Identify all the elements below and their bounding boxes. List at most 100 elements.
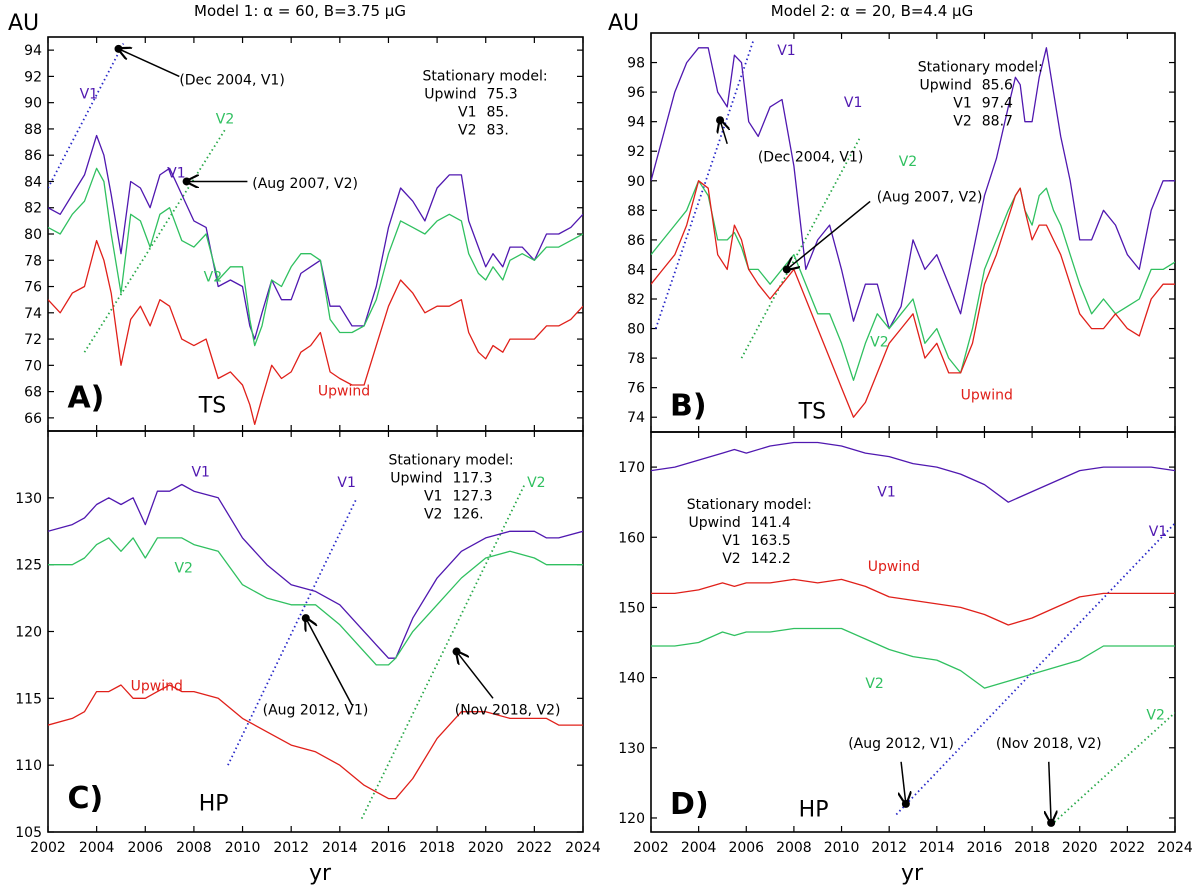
x-tick-label: 2004 — [681, 840, 717, 856]
y-tick-label: 78 — [24, 253, 42, 269]
y-tick-label: 92 — [24, 69, 42, 85]
stationary-row-name: V2 — [458, 122, 476, 138]
stationary-row-name: V1 — [458, 104, 476, 120]
series-line-v1 — [651, 441, 1175, 503]
x-tick-label: 2022 — [1110, 840, 1146, 856]
trajectory-line-v1 — [895, 522, 1175, 816]
stationary-title: Stationary model: — [918, 59, 1043, 75]
series-label-v2: V2 — [865, 676, 883, 692]
stationary-title: Stationary model: — [423, 68, 548, 84]
stationary-row-name: Upwind — [688, 515, 740, 531]
x-tick-label: 2020 — [1062, 840, 1098, 856]
stationary-row-name: Upwind — [920, 77, 972, 93]
trajectory-line-v1 — [227, 497, 358, 766]
x-tick-label: 2012 — [871, 840, 907, 856]
y-tick-label: 76 — [24, 280, 42, 296]
series-label-v1: V1 — [877, 485, 895, 501]
x-tick-label: 2016 — [967, 840, 1003, 856]
stationary-row-value: 117.3 — [452, 470, 492, 486]
marker-point — [301, 614, 310, 623]
y-tick-label: 115 — [15, 691, 42, 707]
series-label-v1: V1 — [777, 43, 795, 59]
stationary-row-value: 85.6 — [982, 77, 1013, 93]
y-tick-label: 120 — [618, 811, 645, 827]
stationary-row-value: 88.7 — [982, 113, 1013, 129]
marker-label: (Dec 2004, V1) — [179, 72, 284, 88]
y-tick-label: 72 — [24, 332, 42, 348]
stationary-row-value: 85. — [487, 104, 509, 120]
y-tick-label: 98 — [627, 56, 645, 72]
series-line-v2 — [48, 167, 583, 347]
stationary-row-value: 141.4 — [751, 515, 791, 531]
marker-point — [901, 799, 910, 808]
y-tick-label: 125 — [15, 558, 42, 574]
series-line-v1 — [48, 483, 583, 659]
stationary-model-box: Stationary model: Upwind 141.4 V1 163.5 V2 142… — [687, 497, 812, 567]
series-label-upwind: Upwind — [868, 559, 920, 575]
series-label-v1: V1 — [1149, 524, 1167, 540]
x-axis-label-right: yr — [901, 861, 924, 886]
stationary-row-name: V1 — [424, 488, 442, 504]
stationary-row-value: 97.4 — [982, 95, 1013, 111]
trajectory-line-v2 — [740, 136, 862, 359]
marker-arrow — [457, 652, 494, 699]
series-label-v1: V1 — [337, 475, 355, 491]
panel-letter: C) — [67, 781, 103, 816]
y-tick-label: 70 — [24, 358, 42, 374]
y-axis-unit-right: AU — [608, 11, 639, 36]
stationary-row-name: Upwind — [424, 86, 476, 102]
series-label-v2: V2 — [174, 561, 192, 577]
marker-arrow — [720, 120, 727, 145]
stationary-row-value: 126. — [452, 506, 483, 522]
plot-frame — [650, 431, 1176, 833]
panel-d: 120 130 140 150 160 170 2002 2004 2006 2008 2010 20… — [618, 431, 1193, 856]
plot-area — [651, 40, 1175, 418]
panel-letter: A) — [67, 380, 104, 415]
marker-label: (Nov 2018, V2) — [455, 702, 561, 718]
marker-arrow — [787, 200, 871, 269]
x-tick-label: 2024 — [565, 840, 601, 856]
series-label-v2: V2 — [899, 154, 917, 170]
series-line-v1 — [651, 47, 1175, 330]
x-tick-label: 2004 — [79, 840, 115, 856]
marker-label: (Aug 2007, V2) — [252, 176, 358, 192]
x-tick-label: 2010 — [824, 840, 860, 856]
plot-area — [48, 483, 583, 820]
series-label-v1: V1 — [844, 95, 862, 111]
x-tick-label: 2022 — [517, 840, 553, 856]
series-label-v2: V2 — [527, 475, 545, 491]
x-tick-label: 2024 — [1157, 840, 1193, 856]
y-tick-label: 160 — [618, 530, 645, 546]
plot-area — [651, 441, 1175, 826]
series-line-v2 — [651, 180, 1175, 381]
stationary-row-name: V1 — [722, 533, 740, 549]
marker-label: (Dec 2004, V1) — [758, 150, 863, 166]
marker-label: (Aug 2012, V1) — [263, 702, 369, 718]
marker-arrow — [1049, 761, 1051, 823]
x-tick-label: 2012 — [273, 840, 309, 856]
model-1-title: Model 1: α = 60, B=3.75 μG — [194, 2, 406, 20]
stationary-row-value: 75.3 — [487, 86, 518, 102]
trajectory-line-v1 — [654, 40, 755, 329]
y-tick-label: 110 — [15, 758, 42, 774]
stationary-title: Stationary model: — [388, 452, 513, 468]
panel-a: 66 68 70 72 74 76 78 80 82 84 86 88 90 92 94 (Dec 2004,… — [24, 36, 584, 432]
series-label-v1: V1 — [191, 464, 209, 480]
marker-arrow — [119, 49, 180, 78]
plot-frame — [47, 430, 584, 833]
x-tick-label: 2006 — [728, 840, 764, 856]
y-tick-label: 86 — [627, 233, 645, 249]
y-tick-label: 105 — [15, 825, 42, 841]
y-tick-label: 92 — [627, 144, 645, 160]
y-tick-label: 74 — [24, 306, 42, 322]
marker-point — [1047, 818, 1056, 827]
y-tick-label: 170 — [618, 460, 645, 476]
series-label-v2: V2 — [216, 112, 234, 128]
stationary-row-name: V1 — [953, 95, 971, 111]
stationary-row-value: 142.2 — [751, 551, 791, 567]
stationary-model-box: Stationary model: Upwind 85.6 V1 97.4 V2 88.7 — [918, 59, 1043, 129]
y-tick-label: 120 — [15, 625, 42, 641]
panel-b: 74 76 78 80 82 84 86 88 90 92 94 96 98 (Dec 2004, V1)… — [627, 32, 1176, 433]
x-tick-label: 2002 — [633, 840, 669, 856]
